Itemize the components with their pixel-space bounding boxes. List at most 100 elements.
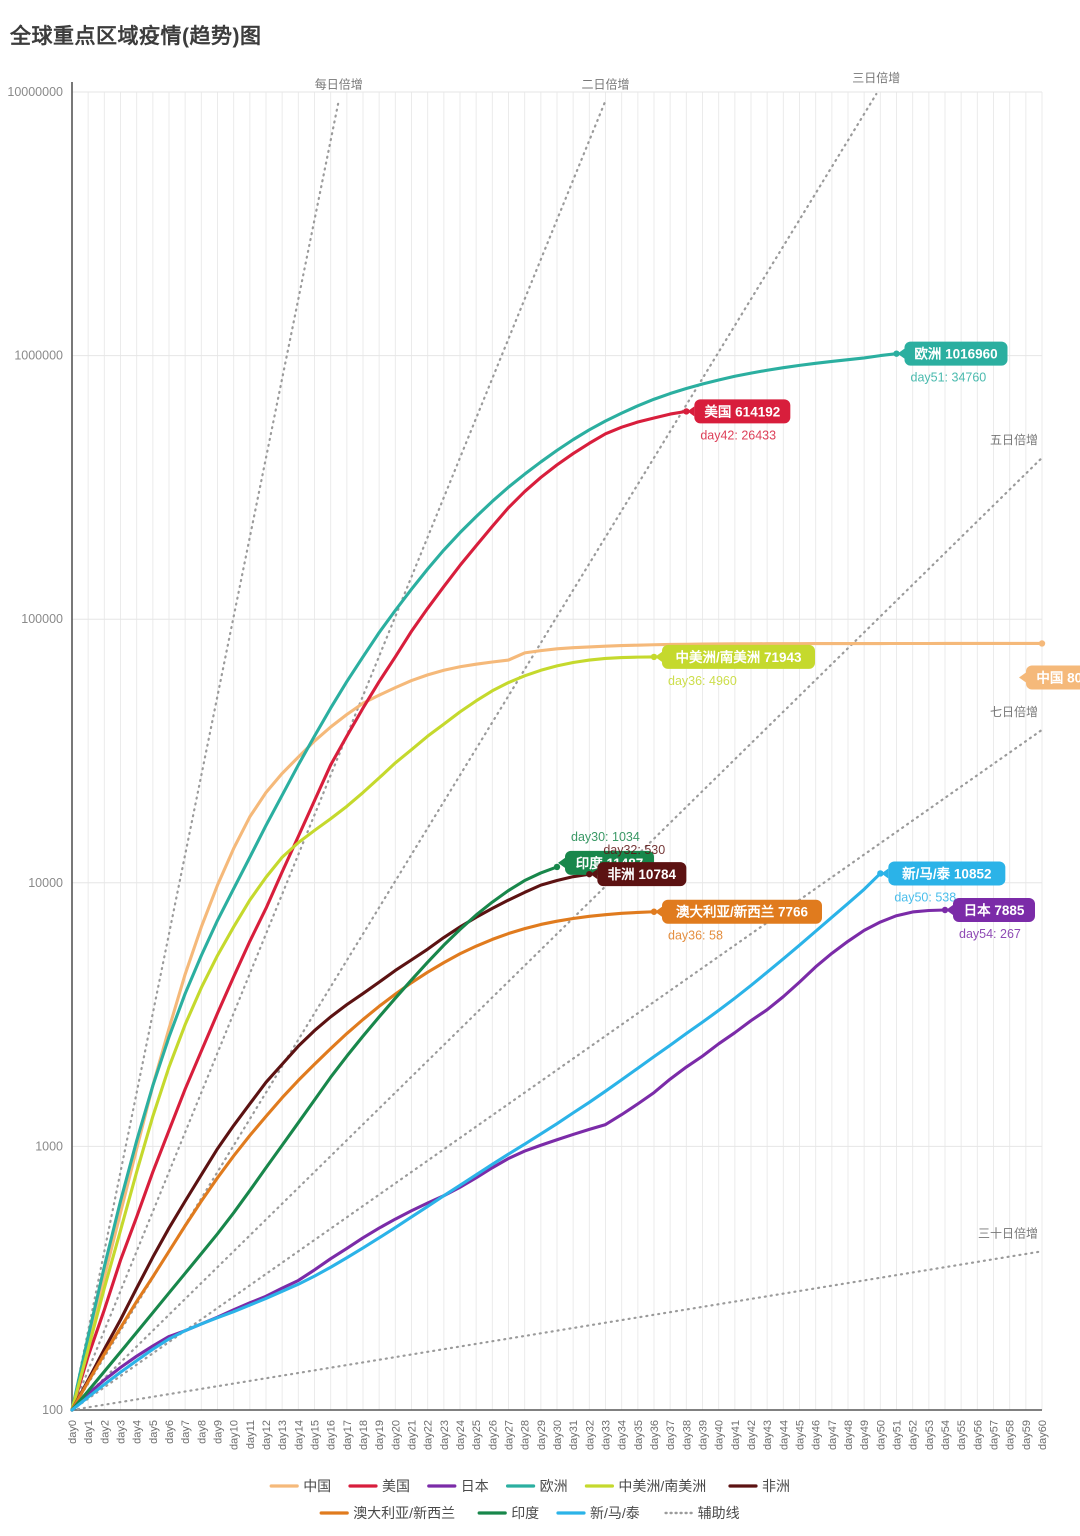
x-tick-label: day47 (827, 1420, 839, 1450)
x-tick-label: day15 (310, 1420, 322, 1450)
x-tick-label: day39 (698, 1420, 710, 1450)
series-line (70, 910, 656, 1412)
legend-label: 辅助线 (698, 1505, 740, 1521)
x-tick-label: day57 (989, 1420, 1001, 1450)
x-tick-label: day13 (277, 1420, 289, 1450)
series-end-label[interactable]: 非洲 10784 day32: 530 (586, 843, 687, 887)
label-text: 中国 80894 (1036, 669, 1080, 685)
series-end-label[interactable]: 日本 7885 day54: 267 (941, 898, 1035, 941)
series-line (70, 641, 1044, 1412)
series-end-label[interactable]: 欧洲 1016960 day51: 34760 (893, 341, 1008, 385)
label-sub-text: day30: 1034 (571, 830, 640, 844)
x-tick-label: day0 (67, 1420, 79, 1444)
series-line (70, 655, 656, 1412)
label-sub-text: day32: 530 (603, 843, 665, 857)
x-tick-label: day43 (762, 1420, 774, 1450)
x-tick-label: day30 (552, 1420, 564, 1450)
x-tick-label: day27 (504, 1420, 516, 1450)
doubling-guide-line (70, 728, 1044, 1412)
y-tick-label: 1000 (35, 1139, 63, 1153)
label-sub-text: day36: 4960 (668, 674, 737, 688)
doubling-guide-line (70, 99, 340, 1412)
x-tick-label: day40 (714, 1420, 726, 1450)
label-text: 非洲 10784 (608, 866, 677, 882)
legend-item[interactable]: 美国 (348, 1478, 410, 1494)
legend-item[interactable]: 新/马/泰 (556, 1505, 640, 1521)
legend-label: 日本 (461, 1478, 489, 1494)
x-tick-label: day21 (407, 1420, 419, 1450)
x-tick-label: day28 (520, 1420, 532, 1450)
doubling-guide-label: 五日倍增 (990, 432, 1038, 447)
x-tick-label: day38 (681, 1420, 693, 1450)
series-end-label[interactable]: 美国 614192 day42: 26433 (683, 399, 791, 442)
label-sub-text: day51: 34760 (911, 371, 987, 385)
doubling-guide-line (70, 456, 1044, 1412)
series-end-label[interactable]: 中国 80894 (1019, 640, 1080, 690)
label-sub-text: day54: 267 (959, 927, 1021, 941)
legend-item[interactable]: 欧洲 (506, 1478, 568, 1494)
series-end-label[interactable]: 中美洲/南美洲 71943 day36: 4960 (650, 644, 815, 688)
legend-label: 澳大利亚/新西兰 (353, 1505, 455, 1521)
doubling-guide-label: 三十日倍增 (978, 1225, 1038, 1240)
x-tick-label: day29 (536, 1420, 548, 1450)
series-end-label[interactable]: 新/马/泰 10852 day50: 538 (877, 861, 1006, 904)
legend-item[interactable]: 中美洲/南美洲 (584, 1478, 706, 1494)
label-pointer (881, 868, 889, 879)
legend-label: 美国 (382, 1478, 410, 1494)
label-text: 欧洲 1016960 (914, 346, 997, 362)
x-tick-label: day41 (730, 1420, 742, 1450)
x-tick-label: day14 (293, 1420, 305, 1450)
x-tick-label: day25 (471, 1420, 483, 1450)
legend-item[interactable]: 澳大利亚/新西兰 (319, 1505, 455, 1521)
x-tick-label: day33 (601, 1420, 613, 1450)
x-tick-label: day19 (374, 1420, 386, 1450)
x-tick-label: day22 (423, 1420, 435, 1450)
x-tick-label: day46 (811, 1420, 823, 1450)
legend-item[interactable]: 非洲 (728, 1478, 790, 1494)
x-tick-label: day20 (390, 1420, 402, 1450)
label-pill (662, 644, 815, 669)
x-tick-label: day17 (342, 1420, 354, 1450)
y-tick-label: 10000 (28, 876, 63, 890)
legend-item[interactable]: 印度 (477, 1505, 539, 1521)
series-end-dot (893, 350, 900, 357)
doubling-guide-line (70, 99, 607, 1412)
label-pointer (1019, 672, 1026, 683)
label-sub-text: day50: 538 (894, 890, 956, 904)
legend-item[interactable]: 中国 (269, 1478, 331, 1494)
doubling-guide-label: 七日倍增 (990, 704, 1038, 719)
legend-label: 欧洲 (540, 1478, 568, 1494)
x-tick-label: day7 (180, 1420, 192, 1444)
label-pill (888, 861, 1006, 886)
x-tick-label: day10 (229, 1420, 241, 1450)
x-tick-label: day44 (778, 1420, 790, 1450)
legend-label: 新/马/泰 (590, 1505, 640, 1521)
label-text: 美国 614192 (704, 403, 780, 419)
series-end-dot (683, 408, 690, 415)
doubling-guide-label: 每日倍增 (315, 77, 363, 92)
legend-label: 印度 (511, 1505, 539, 1521)
label-text: 澳大利亚/新西兰 7766 (676, 904, 809, 920)
x-tick-label: day54 (940, 1420, 952, 1450)
series-line (70, 865, 559, 1412)
doubling-guide-line (70, 92, 878, 1412)
series-end-dot (941, 906, 949, 914)
x-tick-label: day26 (487, 1420, 499, 1450)
x-tick-label: day32 (584, 1420, 596, 1450)
x-tick-label: day53 (924, 1420, 936, 1450)
label-pointer (897, 348, 905, 359)
series-end-label[interactable]: 澳大利亚/新西兰 7766 day36: 58 (650, 899, 822, 943)
legend-item[interactable]: 日本 (427, 1478, 489, 1494)
legend-item[interactable]: 辅助线 (664, 1505, 740, 1521)
x-tick-label: day51 (892, 1420, 904, 1450)
x-tick-label: day23 (439, 1420, 451, 1450)
label-pill (1026, 665, 1080, 690)
x-tick-label: day5 (148, 1420, 160, 1444)
label-sub-text: day36: 58 (668, 929, 723, 943)
x-tick-label: day1 (83, 1420, 95, 1444)
series-end-dot (650, 653, 658, 661)
x-tick-label: day42 (746, 1420, 758, 1450)
label-pointer (946, 905, 953, 916)
legend-label: 非洲 (762, 1478, 790, 1494)
